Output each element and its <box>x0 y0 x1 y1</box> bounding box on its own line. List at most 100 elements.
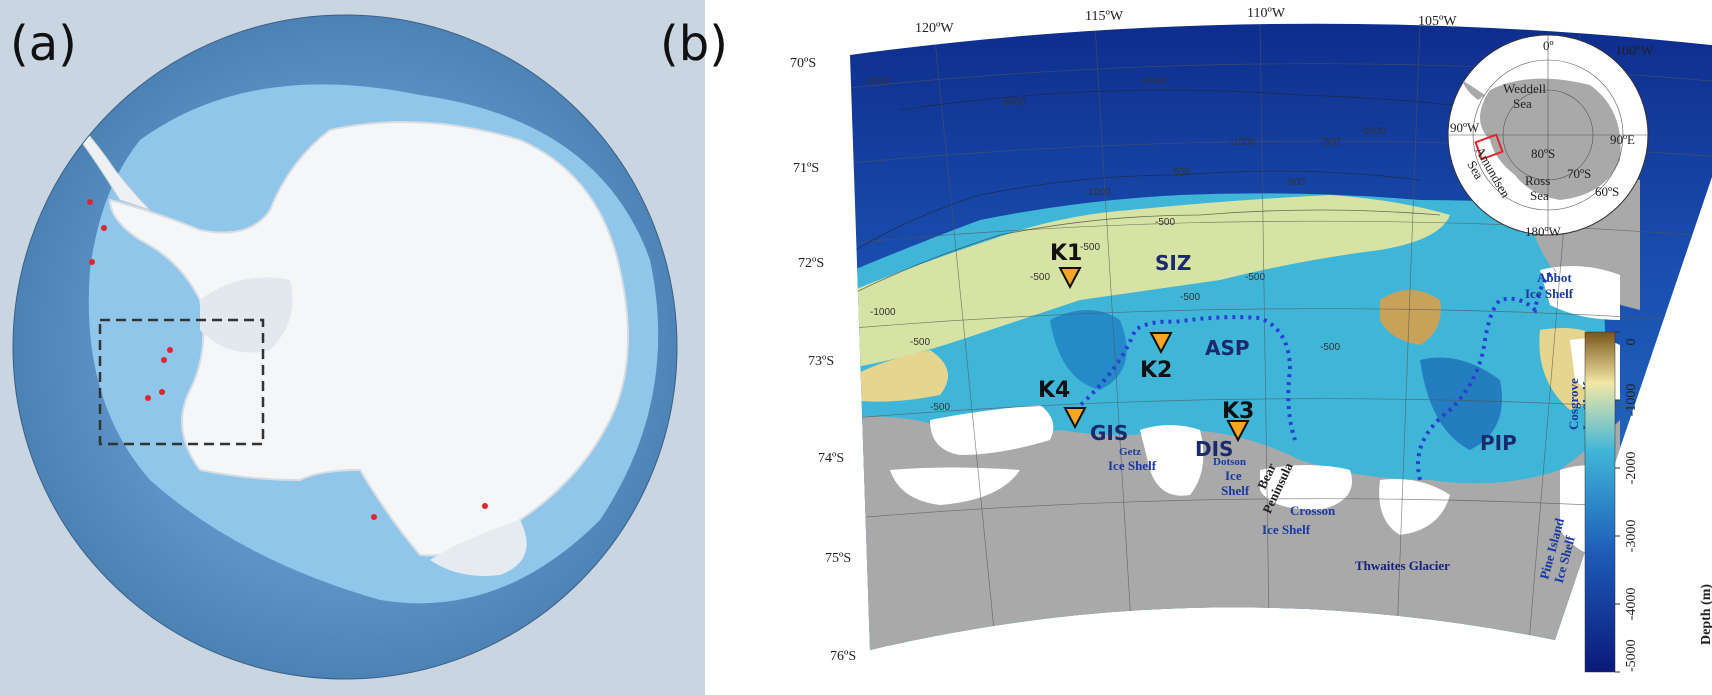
panel-a-label: (a) <box>10 16 77 72</box>
station-dot <box>89 259 95 265</box>
lon-tick: 100ºW <box>1615 44 1654 59</box>
contour-label: -500 <box>1170 167 1190 178</box>
region-labels: SIZ ASP PIP GIS DIS <box>1090 251 1517 461</box>
contour-line <box>850 209 1441 301</box>
longitude-line <box>1094 24 1136 650</box>
inset-label: Sea <box>1530 188 1549 203</box>
longitude-line <box>1394 24 1421 650</box>
lat-tick: 72ºS <box>798 256 824 271</box>
contour-label: -500 <box>910 337 930 348</box>
dotson-label: Ice <box>1225 468 1242 483</box>
longitude-labels: 120ºW 115ºW 110ºW 105ºW 100ºW <box>915 6 1654 59</box>
inset-label: 0º <box>1543 38 1554 53</box>
lon-tick: 120ºW <box>915 21 954 36</box>
getz-label: Getz <box>1119 446 1141 458</box>
bathymetry-map <box>850 23 1712 650</box>
contour-label: -500 <box>1285 177 1305 188</box>
abbot-label: Abbot <box>1537 270 1572 285</box>
station-k2-marker <box>1149 332 1173 355</box>
colorbar-tick-label: -4000 <box>1624 588 1639 621</box>
thwaites-glacier <box>1379 479 1450 535</box>
region-gis: GIS <box>1090 421 1128 445</box>
abbot-label: Ice Shelf <box>1525 286 1574 301</box>
inset-label: 90ºW <box>1450 120 1480 135</box>
station-k4-marker <box>1063 407 1087 430</box>
study-area-box <box>98 318 265 446</box>
colorbar-tick-label: -1000 <box>1624 384 1639 417</box>
contour-label: -1000 <box>1360 126 1386 137</box>
inset-label: Ross <box>1525 173 1550 188</box>
inset-map: 0º Weddell Sea 90ºW 90ºE 80ºS 70ºS 60ºS … <box>1447 34 1649 239</box>
inset-study-box <box>1474 133 1504 161</box>
contour-label: -500 <box>1320 137 1340 148</box>
contour-label: -500 <box>1030 272 1050 283</box>
shallow-bank <box>850 195 1450 370</box>
crosson-label: Crosson <box>1290 503 1336 518</box>
contour-label: -1000 <box>1230 137 1256 148</box>
trough <box>1420 357 1502 450</box>
colorbar-tick-label: -5000 <box>1624 639 1639 672</box>
region-pip: PIP <box>1480 431 1517 455</box>
ice-shelf-labels: Abbot Ice Shelf Cosgrove Ice Shelf Getz … <box>1108 270 1595 585</box>
station-dot <box>371 514 377 520</box>
latitude-line <box>850 308 1712 331</box>
front-line <box>1416 268 1557 481</box>
trough <box>1050 310 1127 390</box>
station-dot <box>101 225 107 231</box>
colorbar: 0 -1000 -2000 -3000 -4000 -5000 Depth (m) <box>1584 331 1712 673</box>
colorbar-ticks: 0 -1000 -2000 -3000 -4000 -5000 <box>1615 331 1639 673</box>
contour-label: -3000 <box>1000 97 1026 108</box>
getz-ice-shelf <box>890 467 1020 505</box>
contour-label: -3000 <box>1140 76 1166 87</box>
abbot-ice-shelf <box>1540 266 1620 320</box>
inset-antarctica <box>1480 78 1621 200</box>
getz-label: Ice Shelf <box>1108 458 1157 473</box>
station-dot <box>87 199 93 205</box>
lat-tick: 73ºS <box>808 354 834 369</box>
contour-line <box>850 170 1421 261</box>
shallow-bank <box>1380 290 1441 345</box>
contour-label: -500 <box>1155 217 1175 228</box>
antarctica-map <box>13 15 677 679</box>
inset-label: 60ºS <box>1595 184 1619 199</box>
station-dot <box>159 389 165 395</box>
panel-b-label: (b) <box>660 16 728 72</box>
contour-label: -500 <box>930 402 950 413</box>
colorbar-title: Depth (m) <box>1699 584 1712 645</box>
colorbar-tick-label: -3000 <box>1624 520 1639 553</box>
station-k3-label: K3 <box>1222 399 1254 424</box>
lat-tick: 71ºS <box>793 161 819 176</box>
lon-tick: 110ºW <box>1247 6 1286 21</box>
dotson-label: Shelf <box>1221 483 1250 498</box>
lon-tick: 115ºW <box>1085 9 1124 24</box>
ross-ice-shelf <box>430 520 527 576</box>
svg-text:Depth (m): Depth (m) <box>1699 584 1712 645</box>
contour-label: -1000 <box>870 307 896 318</box>
contour-labels: -3000 -3000 -3000 -1000 -1000 -1000 -500… <box>865 76 1386 413</box>
inset-label: 70ºS <box>1567 166 1591 181</box>
latitude-line <box>850 220 1712 246</box>
contour-label: -1000 <box>1085 187 1111 198</box>
ronne-ice-shelf <box>200 277 293 353</box>
crosson-label: Ice Shelf <box>1262 522 1311 537</box>
shallow-bank <box>850 350 948 402</box>
map-boundary <box>12 14 678 680</box>
longitude-line <box>1259 23 1271 650</box>
inset-label: Sea <box>1513 96 1532 111</box>
inset-label: 90ºE <box>1610 132 1635 147</box>
station-k4-label: K4 <box>1038 378 1070 403</box>
latitude-labels: 70ºS 71ºS 72ºS 73ºS 74ºS 75ºS 76ºS <box>790 56 856 664</box>
panel-a: (a) <box>0 0 705 695</box>
station-k1-marker <box>1058 267 1082 290</box>
contour-label: -500 <box>1080 242 1100 253</box>
contour-label: -500 <box>1320 342 1340 353</box>
region-dis: DIS <box>1195 437 1233 461</box>
station-k1-label: K1 <box>1050 241 1082 266</box>
svg-text:Cosgrove: Cosgrove <box>1566 378 1581 430</box>
dotson-ice-shelf <box>1140 425 1204 496</box>
inset-label: Weddell <box>1503 81 1546 96</box>
graticule <box>850 23 1712 650</box>
front-line <box>1073 315 1297 441</box>
colorbar-tick-label: -2000 <box>1624 452 1639 485</box>
